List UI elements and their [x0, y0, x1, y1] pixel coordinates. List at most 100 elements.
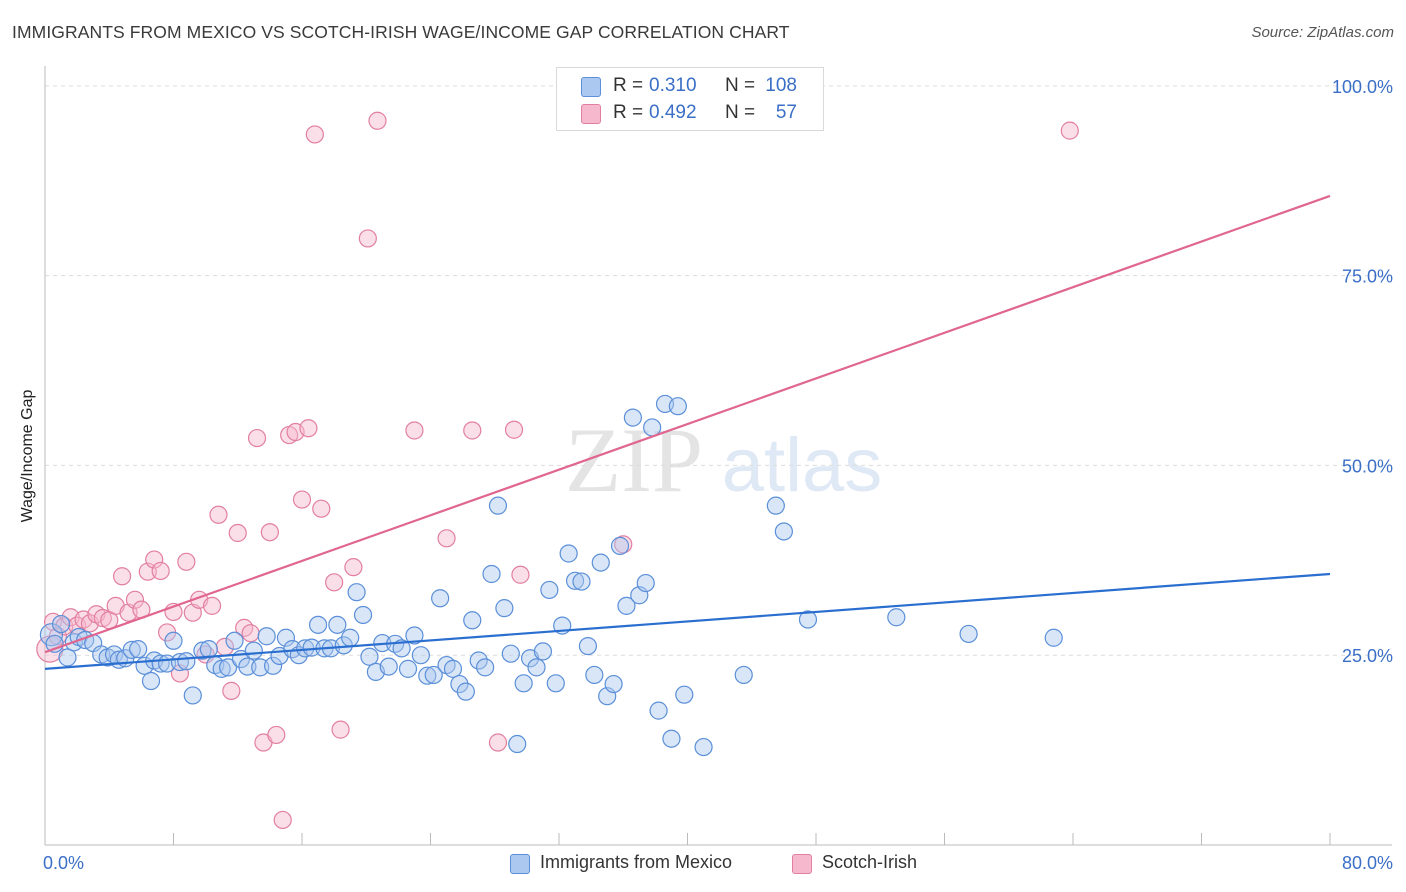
mexico-point — [591, 553, 610, 572]
mexico-point — [766, 496, 785, 515]
mexico-point — [456, 682, 475, 701]
legend-r-label: R = — [613, 102, 644, 123]
mexico-point — [212, 659, 231, 678]
mexico-point — [347, 583, 366, 602]
mexico-point — [463, 611, 482, 630]
legend-label-mexico: Immigrants from Mexico — [540, 852, 733, 872]
mexico-point — [501, 644, 520, 663]
legend-n-value: 57 — [775, 102, 797, 123]
legend-label-scotch-irish: Scotch-Irish — [822, 852, 918, 872]
source-label: Source: ZipAtlas.com — [1251, 24, 1394, 41]
mexico-point — [360, 647, 379, 666]
mexico-point — [514, 674, 533, 693]
scotch-irish-point — [292, 490, 312, 509]
mexico-point — [141, 671, 161, 691]
mexico-point — [623, 408, 642, 427]
legend-r-value: 0.492 — [649, 102, 697, 123]
mexico-point — [244, 641, 263, 660]
mexico-trend-line — [44, 572, 1331, 670]
y-tick-label: 100.0% — [1332, 77, 1393, 97]
mexico-point — [177, 652, 196, 671]
mexico-point — [405, 626, 424, 645]
y-tick-label: 75.0% — [1342, 267, 1393, 287]
scotch-irish-point — [247, 428, 267, 448]
tick-labels: 25.0% 50.0% 75.0% 100.0% 0.0% 80.0% — [43, 77, 1393, 873]
mexico-point — [443, 659, 463, 678]
mexico-point — [263, 656, 283, 675]
scotch-irish-point — [299, 419, 318, 438]
y-tick-label: 50.0% — [1342, 456, 1393, 476]
mexico-point — [51, 614, 71, 634]
mexico-point — [565, 571, 585, 590]
scotch-irish-point — [344, 558, 363, 577]
mexico-point — [183, 686, 202, 705]
mexico-point — [238, 657, 257, 676]
mexico-point — [604, 674, 623, 694]
scotch-irish-point — [368, 111, 387, 130]
watermark-atlas: atlas — [722, 423, 883, 508]
mexico-point — [1044, 628, 1063, 647]
mexico-point — [798, 610, 818, 629]
mexico-point — [450, 674, 469, 694]
mexico-point — [308, 615, 328, 634]
axes — [44, 66, 1392, 846]
scotch-irish-point — [325, 573, 344, 592]
scotch-irish-point — [267, 725, 286, 745]
chart-title: IMMIGRANTS FROM MEXICO VS SCOTCH-IRISH W… — [12, 22, 790, 42]
mexico-points — [39, 394, 1063, 757]
scotch-irish-point — [1060, 121, 1079, 140]
scotch-irish-trend-line — [44, 194, 1331, 654]
mexico-point — [495, 599, 514, 618]
mexico-point — [527, 658, 546, 677]
mexico-point — [39, 623, 64, 647]
scotch-irish-point — [222, 681, 241, 700]
mexico-point — [58, 648, 77, 667]
mexico-point — [649, 701, 668, 720]
mexico-point — [424, 665, 443, 685]
scotch-irish-point — [202, 596, 222, 615]
mexico-point — [164, 631, 183, 650]
scotch-irish-point — [241, 624, 260, 643]
mexico-point — [694, 737, 713, 757]
mexico-point — [617, 596, 636, 615]
mexico-point — [662, 729, 681, 748]
legend-swatch-mexico — [510, 854, 530, 874]
mexico-point — [540, 580, 559, 600]
mexico-point — [508, 734, 527, 754]
scotch-irish-point — [228, 523, 247, 543]
legend-r-value: 0.310 — [649, 75, 697, 96]
y-tick-label: 25.0% — [1342, 646, 1393, 666]
scotch-irish-point — [437, 529, 456, 548]
mexico-point — [257, 627, 276, 646]
mexico-point — [585, 665, 604, 685]
mexico-point — [675, 685, 694, 704]
mexico-point — [959, 624, 978, 644]
scotch-irish-point — [488, 733, 508, 752]
mexico-point — [276, 628, 296, 647]
legend-n-value: 108 — [765, 75, 797, 96]
mexico-point — [398, 659, 418, 678]
scotch-irish-point — [55, 617, 74, 636]
mexico-point — [610, 536, 630, 555]
mexico-point — [418, 666, 437, 685]
mexico-point — [559, 544, 578, 563]
legend-row-scotch-irish: R = 0.492 N = 57 — [557, 100, 823, 128]
mexico-point — [328, 615, 347, 634]
mexico-point — [129, 640, 148, 659]
legend-row-mexico: R = 0.310 N = 108 — [557, 73, 823, 101]
mexico-point — [572, 572, 591, 591]
mexico-point — [431, 589, 450, 608]
grid-lines — [45, 85, 1392, 656]
mexico-point — [341, 628, 360, 647]
mexico-point — [225, 631, 244, 650]
mexico-point — [379, 657, 398, 676]
mexico-point — [122, 640, 141, 659]
scotch-irish-point — [463, 421, 482, 440]
mexico-point — [488, 496, 508, 515]
x-tick-label: 0.0% — [43, 853, 84, 873]
scotch-irish-point — [504, 420, 524, 439]
scotch-irish-point — [273, 810, 292, 830]
mexico-point — [482, 564, 501, 584]
scotch-irish-point — [405, 421, 424, 440]
scotch-irish-point — [305, 125, 324, 144]
